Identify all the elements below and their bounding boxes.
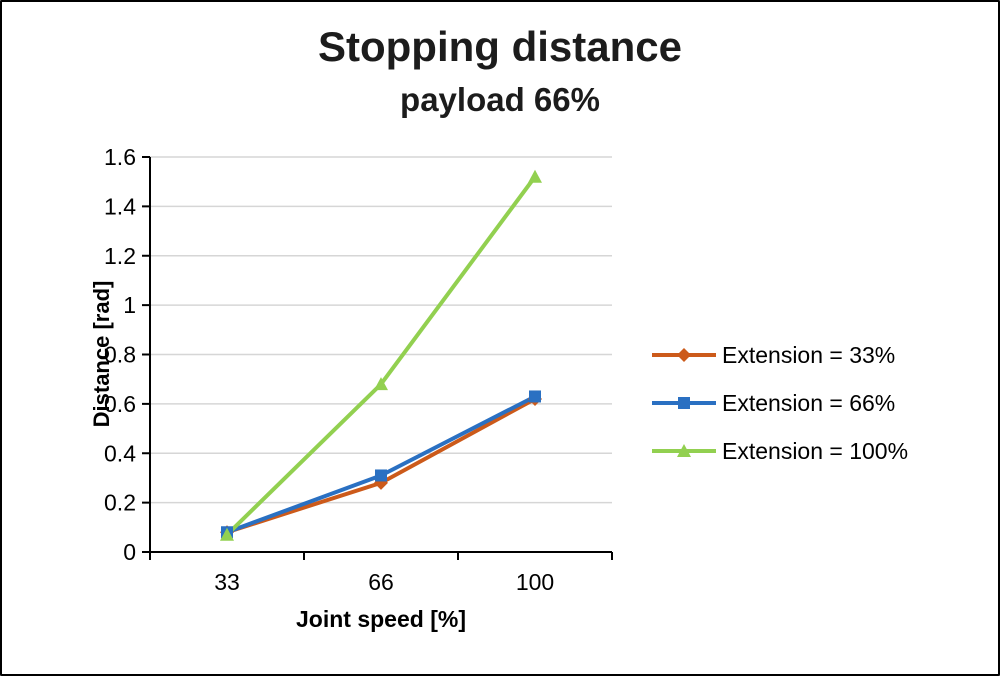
y-tick-label: 0 [123,539,136,565]
series-marker [375,469,387,482]
series-line [225,394,537,535]
chart-title: Stopping distance [317,23,682,70]
legend-line-marker-icon [652,444,716,457]
x-tick-label: 100 [516,569,554,595]
series-marker [528,169,542,183]
legend-line-marker-icon [652,348,716,362]
x-tick-label: 33 [214,569,240,595]
legend-marker-icon [678,397,690,409]
legend-marker-icon [677,444,691,457]
y-tick-label: 0.8 [104,342,136,368]
series-marker [529,390,541,403]
legend-label: Extension = 66% [722,389,896,416]
legend-item: Extension = 100% [650,436,908,466]
legend-line-marker-icon [652,397,716,409]
legend-label: Extension = 100% [722,437,909,464]
series-marker [374,377,388,391]
legend-label: Extension = 33% [722,341,896,368]
y-tick-label: 1 [123,292,136,318]
legend: Extension = 33% Extension = 66% Extensio… [650,340,908,466]
x-axis-label: Joint speed [%] [296,606,466,632]
y-tick-label: 0.2 [104,490,136,516]
y-tick-label: 1.2 [104,243,136,269]
chart-subtitle: payload 66% [400,81,600,118]
y-tick-label: 0.4 [104,440,136,466]
legend-marker-icon [677,348,691,362]
y-tick-label: 0.6 [104,391,136,417]
y-tick-label: 1.4 [104,193,136,219]
legend-item: Extension = 33% [650,340,908,370]
legend-item: Extension = 66% [650,388,908,418]
x-tick-label: 66 [368,569,394,595]
y-tick-label: 1.6 [104,144,136,170]
y-axis-label: Distance [rad] [89,280,114,428]
series-marker [220,527,234,541]
